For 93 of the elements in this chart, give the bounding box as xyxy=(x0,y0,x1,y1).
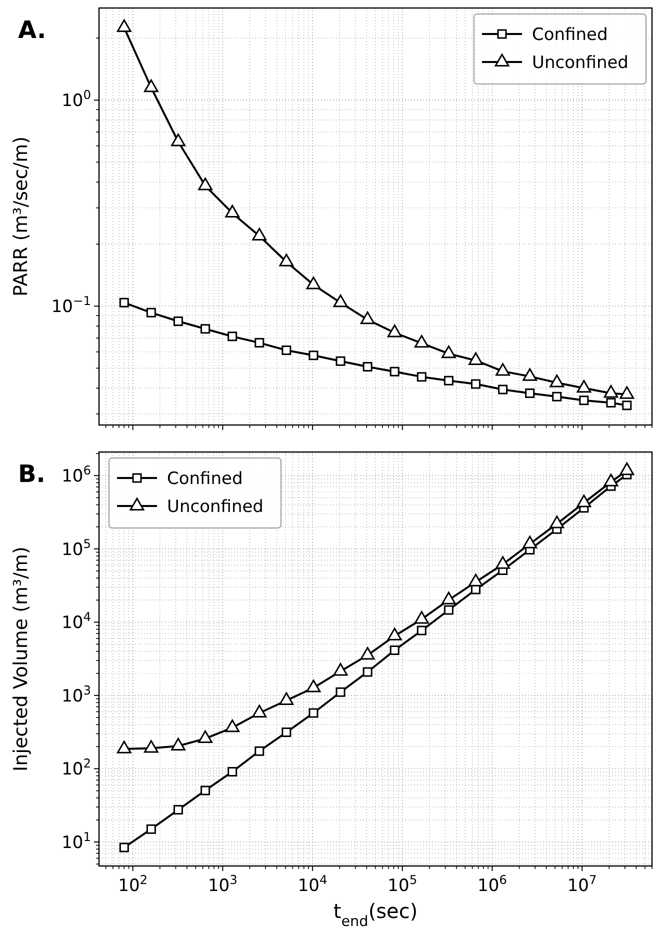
point xyxy=(387,628,402,640)
point xyxy=(468,574,483,586)
point xyxy=(279,692,294,705)
chart-title: B. xyxy=(18,460,46,488)
point xyxy=(468,352,483,365)
point xyxy=(198,178,212,190)
point xyxy=(279,254,294,266)
point xyxy=(254,746,264,756)
legend-label: Unconfined xyxy=(167,497,264,517)
point xyxy=(390,645,400,655)
point xyxy=(308,708,318,718)
y-tick-label: 10$^{4}$ xyxy=(62,610,92,634)
y-tick-label: 10$^{3}$ xyxy=(62,683,91,706)
point xyxy=(198,730,212,744)
point xyxy=(576,380,592,393)
point xyxy=(522,368,538,381)
point xyxy=(496,556,510,569)
point xyxy=(606,398,616,408)
point xyxy=(552,392,562,402)
point xyxy=(362,362,372,372)
legend-label: Unconfined xyxy=(532,53,628,73)
y-tick-label: 10$^{1}$ xyxy=(62,830,91,853)
y-axis-title: PARR (m³/sec/m) xyxy=(10,136,32,296)
point xyxy=(442,592,456,604)
point xyxy=(146,308,156,318)
x-tick-label: 10$^{4}$ xyxy=(298,873,328,896)
point xyxy=(228,766,238,776)
point xyxy=(200,786,210,796)
point xyxy=(414,611,429,624)
point xyxy=(604,474,618,486)
point xyxy=(336,687,346,697)
point xyxy=(308,350,318,360)
y-tick-label: 10$^{0}$ xyxy=(62,88,91,112)
legend-label: Confined xyxy=(532,25,608,45)
point xyxy=(200,324,210,334)
x-tick-label: 10$^{3}$ xyxy=(208,873,238,896)
point xyxy=(498,384,508,394)
point xyxy=(387,324,402,338)
point xyxy=(416,626,426,636)
point xyxy=(171,738,186,750)
point xyxy=(444,605,454,615)
point xyxy=(333,663,348,676)
point xyxy=(225,204,240,218)
point xyxy=(306,276,321,290)
point xyxy=(282,346,292,355)
point xyxy=(119,298,129,308)
point xyxy=(173,805,183,815)
point xyxy=(360,311,375,324)
chart-title: A. xyxy=(18,16,46,44)
point xyxy=(252,228,267,240)
point xyxy=(171,134,186,146)
y-axis-title: Injected Volume (m³/m) xyxy=(10,546,32,772)
y-tick-label: 10$^{−1}$ xyxy=(51,294,91,318)
y-tick-label: 10$^{6}$ xyxy=(62,464,92,487)
point xyxy=(444,376,454,386)
y-tick-label: 10$^{2}$ xyxy=(62,756,91,780)
x-tick-label: 10$^{6}$ xyxy=(478,873,508,896)
legend-label: Confined xyxy=(167,469,243,489)
x-tick-label: 10$^{5}$ xyxy=(388,873,418,896)
x-tick-label: 10$^{2}$ xyxy=(118,873,148,896)
point xyxy=(604,385,618,398)
point xyxy=(525,388,535,398)
point xyxy=(146,824,156,834)
point xyxy=(360,647,375,660)
point xyxy=(116,740,132,754)
point xyxy=(254,338,264,348)
point xyxy=(576,494,592,508)
point xyxy=(336,356,346,366)
point xyxy=(579,396,589,406)
point xyxy=(333,294,348,308)
point xyxy=(228,332,238,342)
point xyxy=(496,363,510,376)
y-tick-label: 10$^{5}$ xyxy=(62,536,91,560)
point xyxy=(471,379,480,389)
point xyxy=(144,740,158,753)
x-axis-title: t$_{end}$(sec) xyxy=(333,899,418,930)
point xyxy=(550,516,564,528)
point xyxy=(416,372,426,382)
point xyxy=(225,719,240,732)
x-tick-label: 10$^{7}$ xyxy=(567,873,597,896)
point xyxy=(119,842,129,852)
point xyxy=(173,316,183,326)
point xyxy=(116,19,132,32)
point xyxy=(390,366,400,376)
point xyxy=(362,667,372,677)
point xyxy=(414,335,429,348)
point xyxy=(550,374,564,388)
point xyxy=(442,345,456,358)
point xyxy=(522,536,538,548)
point xyxy=(282,728,292,738)
point xyxy=(252,704,267,718)
point xyxy=(144,79,158,92)
point xyxy=(306,680,321,692)
